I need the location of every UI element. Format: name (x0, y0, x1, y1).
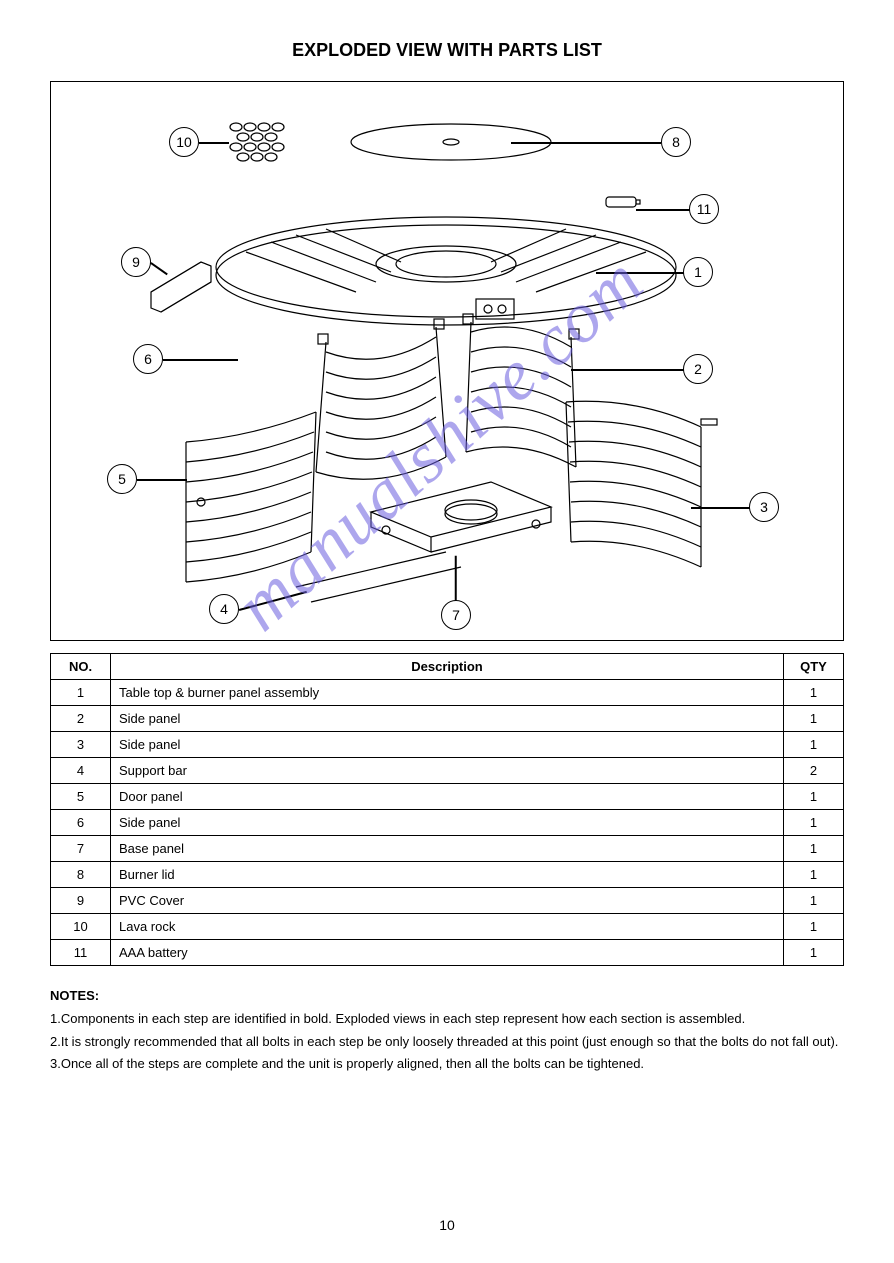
cell-qty: 1 (784, 940, 844, 966)
leader (691, 507, 751, 509)
note-line: 2.It is strongly recommended that all bo… (50, 1032, 844, 1053)
notes-title: NOTES: (50, 986, 844, 1007)
cell-description: Base panel (111, 836, 784, 862)
header-qty: QTY (784, 654, 844, 680)
cell-no: 6 (51, 810, 111, 836)
callout-5: 5 (107, 464, 137, 494)
leader (137, 479, 187, 481)
cell-no: 7 (51, 836, 111, 862)
callout-10: 10 (169, 127, 199, 157)
callout-9: 9 (121, 247, 151, 277)
cell-description: Table top & burner panel assembly (111, 680, 784, 706)
leader (571, 369, 686, 371)
cell-no: 3 (51, 732, 111, 758)
cell-description: Lava rock (111, 914, 784, 940)
leader (455, 556, 457, 601)
cell-qty: 1 (784, 836, 844, 862)
cell-no: 2 (51, 706, 111, 732)
table-row: 5Door panel1 (51, 784, 844, 810)
notes-section: NOTES: 1.Components in each step are ide… (50, 986, 844, 1075)
cell-description: Side panel (111, 732, 784, 758)
leader (596, 272, 686, 274)
cell-description: PVC Cover (111, 888, 784, 914)
assembly-drawing (51, 82, 841, 641)
table-row: 6Side panel1 (51, 810, 844, 836)
leader (163, 359, 238, 361)
cell-qty: 1 (784, 732, 844, 758)
cell-qty: 1 (784, 914, 844, 940)
header-no: NO. (51, 654, 111, 680)
table-row: 2Side panel1 (51, 706, 844, 732)
note-line: 3.Once all of the steps are complete and… (50, 1054, 844, 1075)
parts-table: NO. Description QTY 1Table top & burner … (50, 653, 844, 966)
page-number: 10 (50, 1217, 844, 1233)
cell-qty: 2 (784, 758, 844, 784)
table-row: 1Table top & burner panel assembly1 (51, 680, 844, 706)
cell-qty: 1 (784, 706, 844, 732)
table-row: 3Side panel1 (51, 732, 844, 758)
callout-6: 6 (133, 344, 163, 374)
cell-no: 1 (51, 680, 111, 706)
table-header-row: NO. Description QTY (51, 654, 844, 680)
table-row: 10Lava rock1 (51, 914, 844, 940)
table-row: 11AAA battery1 (51, 940, 844, 966)
cell-description: Burner lid (111, 862, 784, 888)
exploded-diagram: 10 8 11 9 1 6 2 5 3 4 7 manualshive.com (50, 81, 844, 641)
cell-qty: 1 (784, 810, 844, 836)
table-row: 7Base panel1 (51, 836, 844, 862)
cell-qty: 1 (784, 784, 844, 810)
leader (199, 142, 229, 144)
cell-qty: 1 (784, 862, 844, 888)
table-row: 8Burner lid1 (51, 862, 844, 888)
callout-11: 11 (689, 194, 719, 224)
cell-no: 4 (51, 758, 111, 784)
header-description: Description (111, 654, 784, 680)
cell-description: Door panel (111, 784, 784, 810)
leader (511, 142, 661, 144)
callout-2: 2 (683, 354, 713, 384)
cell-description: Support bar (111, 758, 784, 784)
cell-description: Side panel (111, 706, 784, 732)
page-title: EXPLODED VIEW WITH PARTS LIST (50, 40, 844, 61)
cell-no: 8 (51, 862, 111, 888)
cell-qty: 1 (784, 680, 844, 706)
cell-no: 11 (51, 940, 111, 966)
callout-4: 4 (209, 594, 239, 624)
callout-8: 8 (661, 127, 691, 157)
cell-qty: 1 (784, 888, 844, 914)
callout-3: 3 (749, 492, 779, 522)
callout-7: 7 (441, 600, 471, 630)
cell-description: AAA battery (111, 940, 784, 966)
callout-1: 1 (683, 257, 713, 287)
note-line: 1.Components in each step are identified… (50, 1009, 844, 1030)
cell-description: Side panel (111, 810, 784, 836)
table-row: 9PVC Cover1 (51, 888, 844, 914)
cell-no: 10 (51, 914, 111, 940)
cell-no: 9 (51, 888, 111, 914)
cell-no: 5 (51, 784, 111, 810)
table-row: 4Support bar2 (51, 758, 844, 784)
leader (636, 209, 691, 211)
